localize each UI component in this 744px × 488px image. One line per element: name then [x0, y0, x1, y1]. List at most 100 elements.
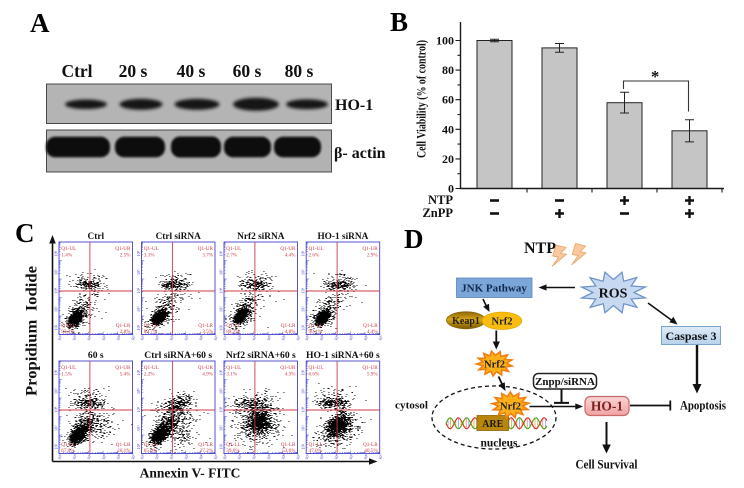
svg-text:Q1-UR: Q1-UR	[362, 365, 378, 371]
svg-text:103: 103	[318, 453, 325, 461]
svg-text:104: 104	[333, 453, 340, 461]
svg-text:Q1-LR: Q1-LR	[363, 323, 378, 329]
svg-text:106: 106	[115, 453, 122, 461]
svg-text:105: 105	[53, 388, 58, 394]
svg-text:105: 105	[265, 453, 272, 461]
svg-text:Ctrl: Ctrl	[61, 61, 92, 81]
svg-text:27.2%: 27.2%	[200, 448, 214, 454]
svg-text:Q1-UR: Q1-UR	[115, 246, 131, 252]
svg-text:Keap1: Keap1	[452, 316, 480, 327]
svg-text:2.8%: 2.8%	[120, 329, 131, 335]
svg-text:106: 106	[301, 250, 306, 256]
svg-text:Q1-LR: Q1-LR	[198, 442, 213, 448]
svg-text:Q1-LR: Q1-LR	[116, 442, 131, 448]
svg-text:Q1-UR: Q1-UR	[198, 246, 214, 252]
svg-text:26.1%: 26.1%	[117, 448, 131, 454]
svg-text:2.6%: 2.6%	[309, 252, 320, 258]
svg-text:3.5%: 3.5%	[202, 329, 213, 335]
svg-text:107: 107	[212, 453, 219, 461]
svg-text:104: 104	[301, 406, 306, 412]
svg-text:102: 102	[218, 324, 223, 330]
svg-text:4.9%: 4.9%	[202, 371, 213, 377]
svg-text:93.3%: 93.3%	[61, 329, 75, 335]
svg-text:100: 100	[436, 34, 454, 48]
svg-text:Nrf2 siRNA: Nrf2 siRNA	[237, 232, 285, 242]
svg-text:89.7%: 89.7%	[144, 329, 158, 335]
svg-text:Nrf2: Nrf2	[492, 317, 513, 328]
svg-text:106: 106	[115, 334, 122, 342]
svg-text:102: 102	[218, 443, 223, 449]
svg-text:104: 104	[168, 334, 175, 342]
svg-text:Q1-LR: Q1-LR	[281, 323, 296, 329]
svg-text:4.4%: 4.4%	[285, 252, 296, 258]
svg-text:80 s: 80 s	[285, 61, 314, 81]
svg-text:104: 104	[218, 406, 223, 412]
svg-text:102: 102	[53, 324, 58, 330]
svg-text:60 s: 60 s	[233, 61, 262, 81]
svg-text:*: *	[651, 67, 659, 86]
svg-text:Q1-UR: Q1-UR	[280, 246, 296, 252]
svg-text:39.0%: 39.0%	[226, 448, 240, 454]
svg-text:103: 103	[153, 453, 160, 461]
svg-text:A: A	[30, 8, 50, 38]
svg-text:Q1-LL: Q1-LL	[144, 442, 158, 448]
svg-text:Q1-UL: Q1-UL	[309, 365, 324, 371]
svg-text:104: 104	[251, 334, 258, 342]
svg-text:106: 106	[197, 453, 204, 461]
svg-text:Annexin V- FITC: Annexin V- FITC	[140, 466, 241, 481]
svg-text:1.4%: 1.4%	[61, 252, 72, 258]
svg-text:ZnPP: ZnPP	[422, 206, 453, 220]
svg-text:105: 105	[218, 269, 223, 275]
svg-text:103: 103	[53, 425, 58, 431]
svg-text:60: 60	[442, 93, 454, 107]
svg-text:103: 103	[236, 334, 243, 342]
svg-text:105: 105	[100, 334, 107, 342]
svg-text:3.7%: 3.7%	[202, 252, 213, 258]
svg-text:107: 107	[295, 334, 302, 342]
svg-text:107: 107	[130, 334, 137, 342]
svg-text:106: 106	[53, 369, 58, 375]
svg-text:88.2%: 88.2%	[226, 329, 240, 335]
svg-text:107: 107	[377, 453, 384, 461]
svg-text:104: 104	[218, 287, 223, 293]
svg-text:Nrf2 siRNA+60 s: Nrf2 siRNA+60 s	[226, 350, 296, 361]
svg-text:102: 102	[53, 443, 58, 449]
svg-text:Q1-LL: Q1-LL	[226, 442, 240, 448]
svg-text:Q1-UL: Q1-UL	[226, 365, 241, 371]
svg-text:3.1%: 3.1%	[226, 371, 237, 377]
svg-text:104: 104	[168, 453, 175, 461]
svg-text:β- actin: β- actin	[334, 145, 386, 162]
svg-text:103: 103	[136, 306, 141, 312]
svg-text:104: 104	[53, 406, 58, 412]
svg-text:Q1-UR: Q1-UR	[280, 365, 296, 371]
svg-text:Nrf2: Nrf2	[500, 401, 521, 412]
svg-text:67.0%: 67.0%	[61, 448, 75, 454]
svg-text:3.1%: 3.1%	[144, 252, 155, 258]
svg-text:NTP: NTP	[524, 240, 556, 257]
svg-text:102: 102	[303, 453, 310, 461]
svg-text:102: 102	[56, 334, 63, 342]
svg-text:105: 105	[183, 334, 190, 342]
svg-text:105: 105	[136, 388, 141, 394]
svg-text:Cell Survival: Cell Survival	[576, 458, 638, 472]
svg-text:4.4%: 4.4%	[367, 329, 378, 335]
svg-text:65.6%: 65.6%	[144, 448, 158, 454]
svg-text:cytosol: cytosol	[395, 400, 428, 412]
svg-text:Q1-LR: Q1-LR	[363, 442, 378, 448]
svg-text:105: 105	[183, 453, 190, 461]
svg-text:0: 0	[448, 182, 454, 196]
svg-text:2.2%: 2.2%	[144, 371, 155, 377]
svg-text:104: 104	[301, 287, 306, 293]
svg-text:Q1-LL: Q1-LL	[309, 323, 323, 329]
svg-text:Q1-UR: Q1-UR	[115, 365, 131, 371]
svg-text:40 s: 40 s	[177, 61, 206, 81]
svg-text:47.0%: 47.0%	[309, 448, 323, 454]
svg-text:Q1-UL: Q1-UL	[226, 246, 241, 252]
svg-text:Apoptosis: Apoptosis	[680, 399, 726, 413]
svg-text:Q1-LL: Q1-LL	[144, 323, 158, 329]
svg-text:D: D	[404, 224, 424, 254]
svg-text:ROS: ROS	[599, 287, 628, 302]
svg-text:ARE: ARE	[482, 419, 503, 430]
svg-text:103: 103	[153, 334, 160, 342]
svg-text:104: 104	[136, 287, 141, 293]
